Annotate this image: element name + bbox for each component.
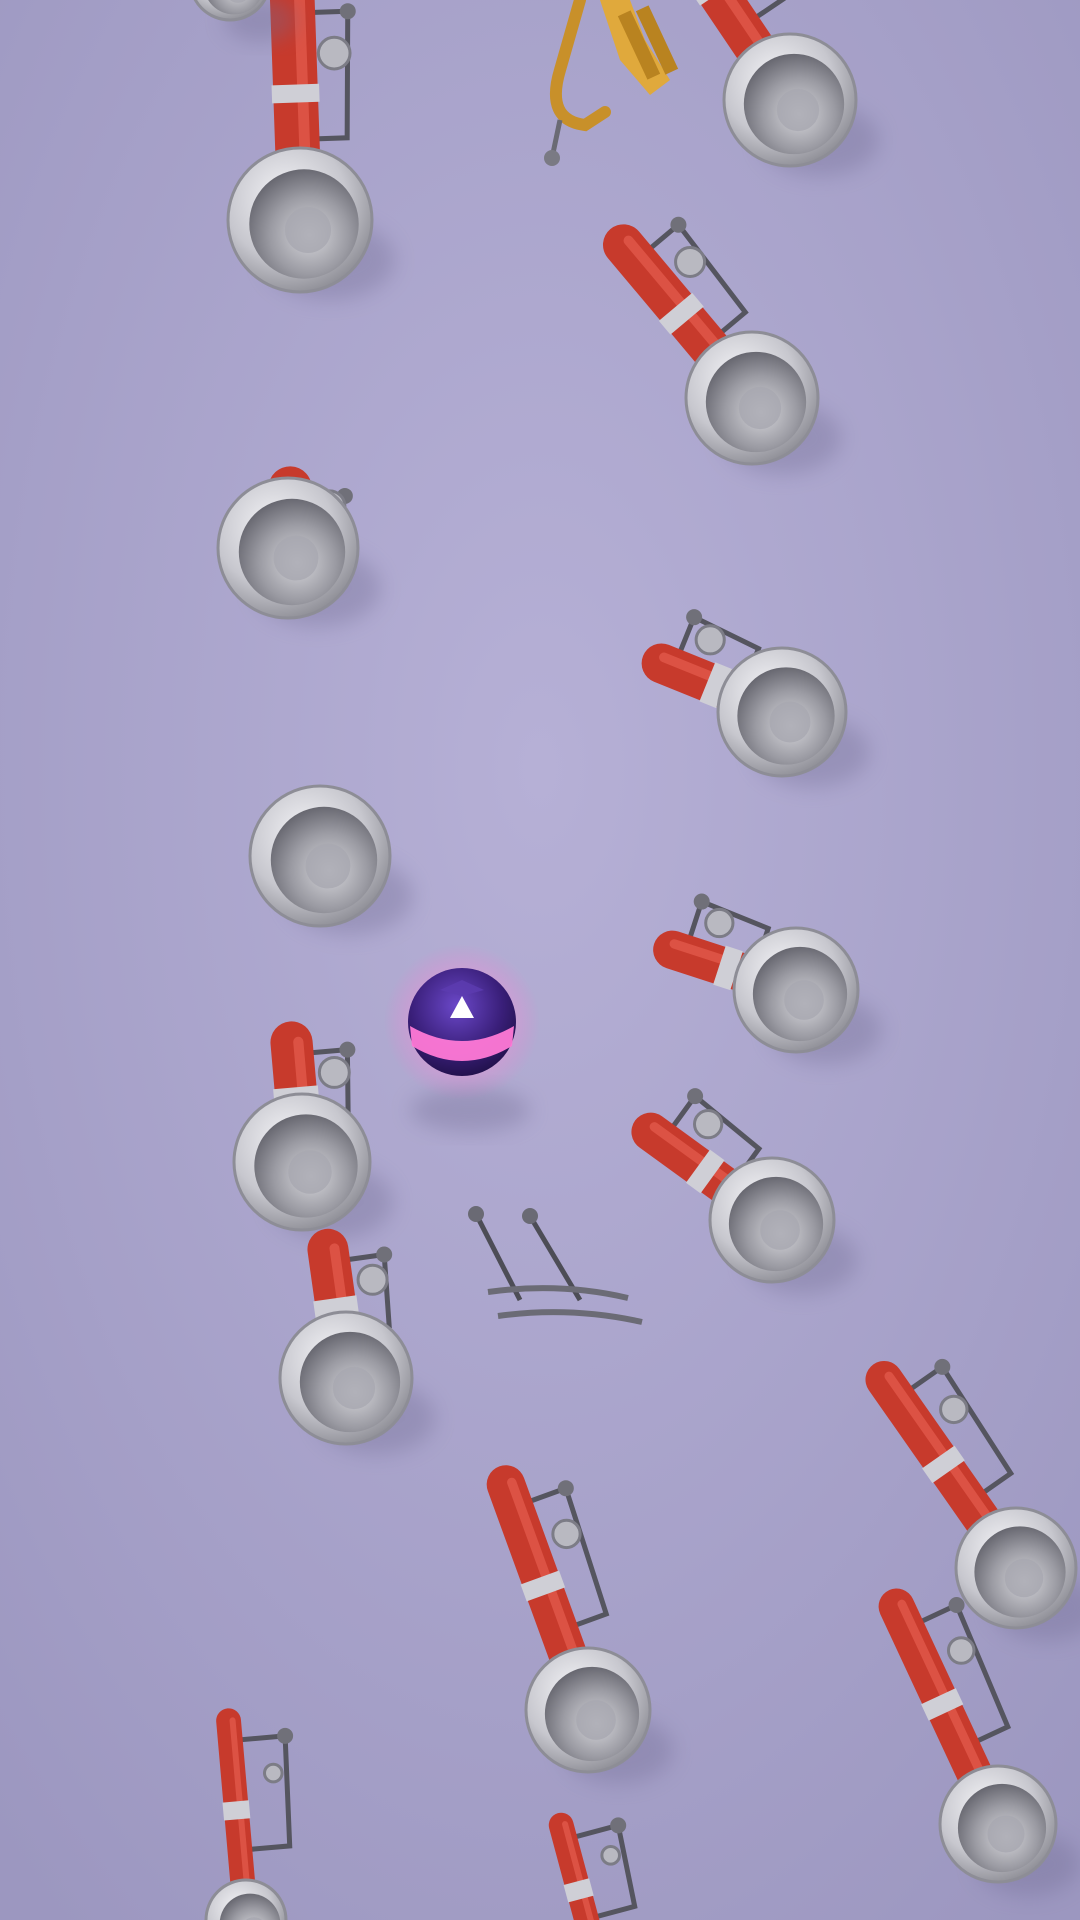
clarinet — [204, 1708, 294, 1920]
clarinet — [248, 784, 413, 935]
music-stand — [468, 1206, 643, 1325]
clarinet — [631, 1088, 858, 1295]
glowing-ball — [384, 944, 540, 1132]
clarinet — [878, 1588, 1080, 1896]
clarinet — [486, 1465, 674, 1785]
clarinet — [226, 0, 395, 300]
clarinet — [193, 0, 296, 42]
trumpet — [544, 0, 679, 166]
clarinet — [602, 216, 842, 475]
clarinet — [548, 1812, 638, 1920]
clarinet — [641, 609, 870, 788]
clarinet — [278, 1228, 436, 1455]
clarinet — [865, 1358, 1080, 1641]
clarinet — [232, 1021, 394, 1240]
clarinet — [696, 0, 880, 177]
clarinet — [216, 466, 381, 627]
clarinet — [653, 893, 882, 1065]
clarinet-group — [193, 0, 1080, 1920]
